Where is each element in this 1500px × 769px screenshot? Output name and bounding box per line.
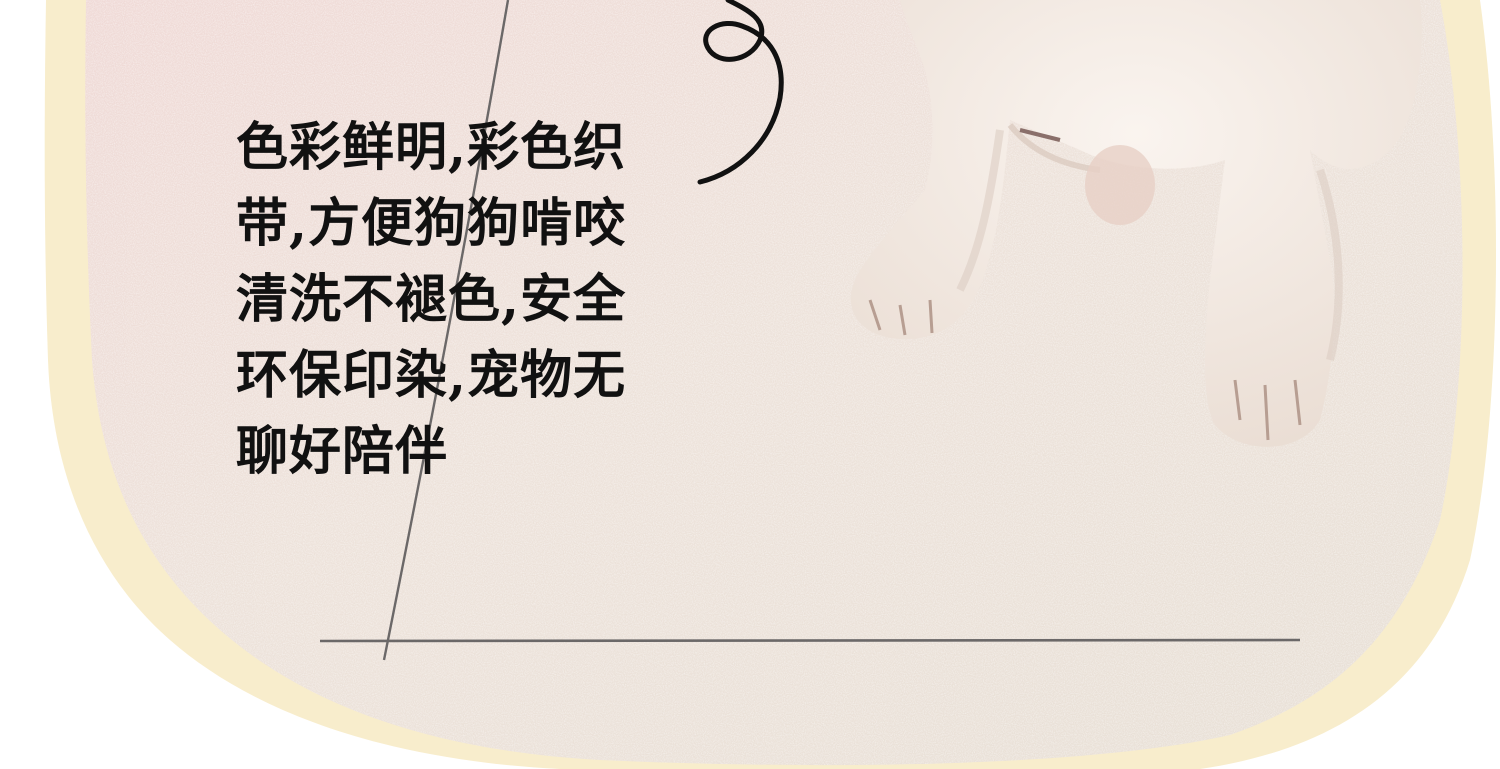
tile-grout-line <box>319 638 1301 643</box>
dog-legs <box>850 0 1422 447</box>
product-caption: 色彩鲜明,彩色织 带,方便狗狗啃咬 清洗不褪色,安全 环保印染,宠物无 聊好陪伴 <box>236 117 627 482</box>
tile-grout-line <box>382 0 510 661</box>
decorative-swirl <box>697 0 784 185</box>
